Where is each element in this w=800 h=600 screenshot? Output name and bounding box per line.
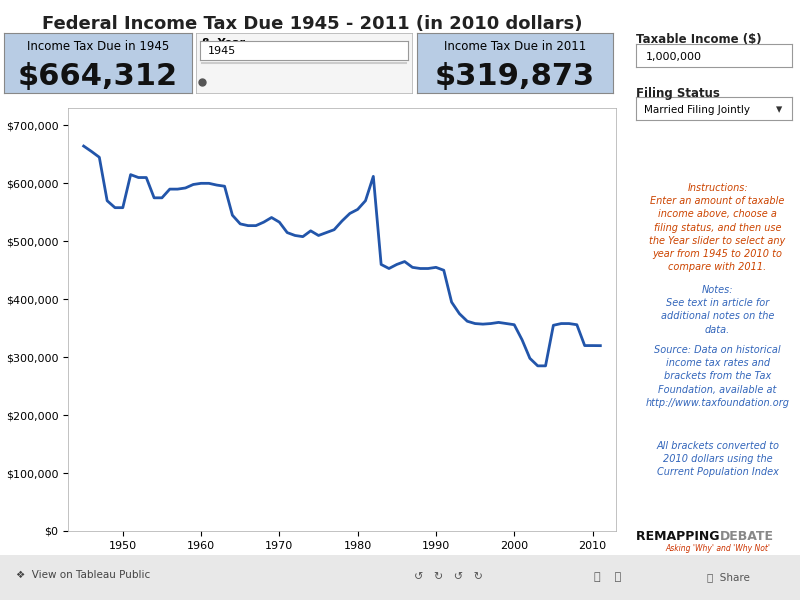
Text: ↺   ↻   ↺   ↻: ↺ ↻ ↺ ↻ [414, 572, 482, 582]
Text: Asking 'Why' and 'Why Not': Asking 'Why' and 'Why Not' [665, 544, 770, 553]
Text: Instructions:
Enter an amount of taxable
income above, choose a
filing status, a: Instructions: Enter an amount of taxable… [650, 183, 786, 272]
Text: ⭳    : ⭳  [594, 572, 622, 582]
X-axis label: Year: Year [329, 556, 355, 569]
Text: REMAPPING: REMAPPING [636, 530, 724, 544]
Text: 1,000,000: 1,000,000 [646, 52, 702, 62]
Text: Married Filing Jointly: Married Filing Jointly [644, 105, 750, 115]
Text: All brackets converted to
2010 dollars using the
Current Population Index: All brackets converted to 2010 dollars u… [656, 441, 779, 478]
Text: ❖  View on Tableau Public: ❖ View on Tableau Public [16, 570, 150, 580]
Text: Income Tax Due in 1945: Income Tax Due in 1945 [27, 40, 169, 53]
Text: Federal Income Tax Due 1945 - 2011 (in 2010 dollars): Federal Income Tax Due 1945 - 2011 (in 2… [42, 15, 582, 33]
Text: Taxable Income ($): Taxable Income ($) [636, 32, 762, 46]
Text: $664,312: $664,312 [18, 62, 178, 91]
Text: Filing Status: Filing Status [636, 86, 720, 100]
Text: ▾: ▾ [776, 103, 782, 116]
Text: Notes:
See text in article for
additional notes on the
data.: Notes: See text in article for additiona… [661, 285, 774, 335]
Text: ß  Year: ß Year [202, 38, 246, 48]
Text: $319,873: $319,873 [434, 62, 595, 91]
Text: DEBATE: DEBATE [720, 530, 774, 544]
Text: Source: Data on historical
income tax rates and
brackets from the Tax
Foundation: Source: Data on historical income tax ra… [646, 345, 790, 408]
Text: Income Tax Due in 2011: Income Tax Due in 2011 [444, 40, 586, 53]
Text: 1945: 1945 [208, 46, 237, 56]
Text: ⨹  Share: ⨹ Share [706, 572, 750, 582]
